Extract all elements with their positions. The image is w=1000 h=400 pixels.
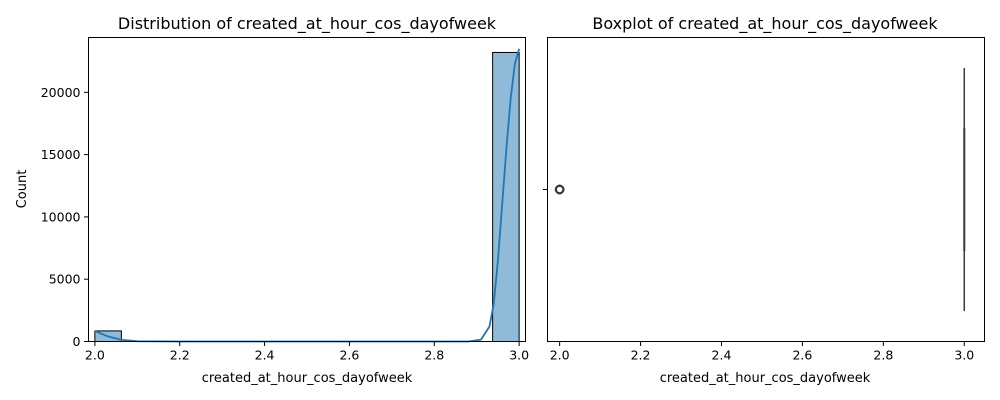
histogram-x-tick-label: 2.4 <box>255 348 275 363</box>
boxplot-x-tick-label: 3.0 <box>954 348 974 363</box>
histogram-x-tick-label: 2.0 <box>85 348 105 363</box>
boxplot-panel: Boxplot of created_at_hour_cos_dayofweek… <box>543 14 985 386</box>
histogram-y-tick-label: 20000 <box>41 85 81 100</box>
boxplot-x-tick-label: 2.0 <box>550 348 570 363</box>
histogram-x-tick-label: 2.6 <box>339 348 359 363</box>
histogram-y-tick-label: 0 <box>73 334 81 349</box>
histogram-bar-1 <box>492 51 520 343</box>
histogram-x-axis-label: created_at_hour_cos_dayofweek <box>202 371 413 386</box>
boxplot-x-tick-label: 2.4 <box>712 348 732 363</box>
kde-line <box>94 48 521 343</box>
histogram-y-tick-label: 10000 <box>41 209 81 224</box>
boxplot-outlier-0-4 <box>555 184 565 194</box>
histogram-x-tick-label: 2.8 <box>424 348 444 363</box>
histogram-x-tick-label: 3.0 <box>509 348 529 363</box>
boxplot-x-axis-label: created_at_hour_cos_dayofweek <box>660 371 871 386</box>
boxplot-x-tick-label: 2.2 <box>631 348 651 363</box>
boxplot-x-tick-label: 2.6 <box>792 348 812 363</box>
histogram-axes-frame <box>88 37 526 342</box>
histogram-y-tick-label: 5000 <box>49 272 81 287</box>
histogram-y-tick-label: 15000 <box>41 147 81 162</box>
histogram-y-axis-label: Count <box>15 170 30 209</box>
boxplot-axes-frame <box>547 37 985 342</box>
histogram-title: Distribution of created_at_hour_cos_dayo… <box>118 14 497 34</box>
histogram-x-tick-label: 2.2 <box>170 348 190 363</box>
boxplot-x-tick-label: 2.8 <box>873 348 893 363</box>
histogram-panel: Distribution of created_at_hour_cos_dayo… <box>15 14 529 386</box>
boxplot-title: Boxplot of created_at_hour_cos_dayofweek <box>592 14 938 34</box>
